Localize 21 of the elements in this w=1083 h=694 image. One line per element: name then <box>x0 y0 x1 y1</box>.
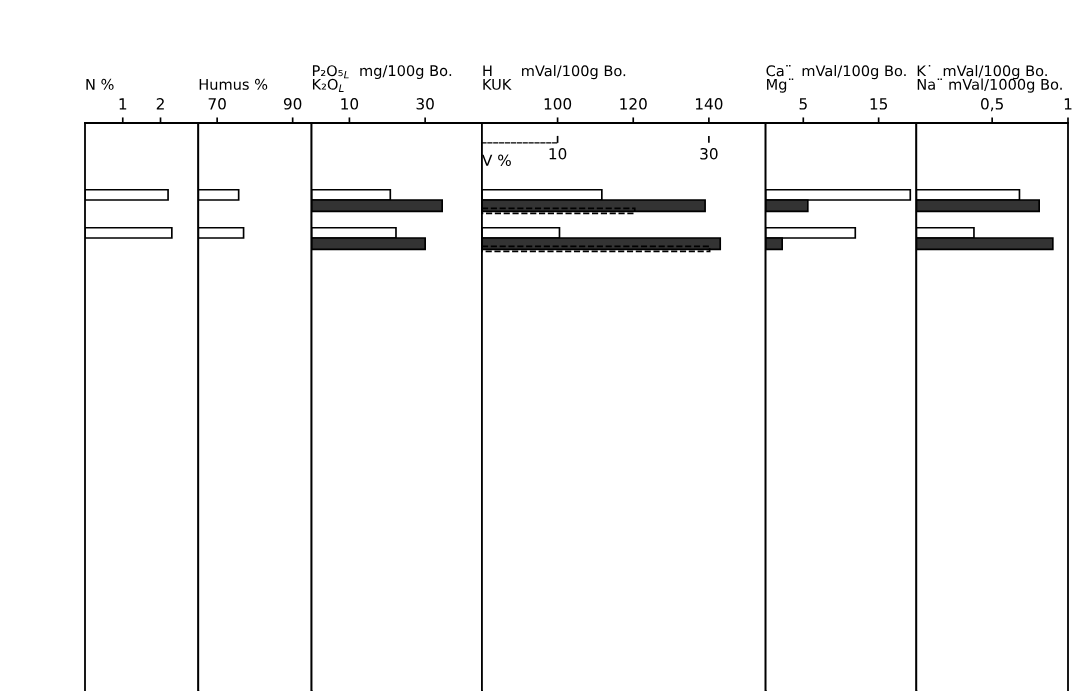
chart-title: Ca¨ mVal/100g Bo. Mg¨ <box>766 65 906 93</box>
x-tick-label: 5 <box>799 98 807 110</box>
chart-title: H mVal/100g Bo. KUK <box>483 65 626 90</box>
chart-title: N % <box>86 78 114 90</box>
x-tick-label: 140 <box>695 98 723 110</box>
chart-title: K˙ mVal/100g Bo. Na¨ mVal/1000g Bo. <box>917 65 1062 93</box>
x2-tick-label: 10 <box>549 147 567 160</box>
x-tick-label: 100 <box>544 98 572 110</box>
x-tick-label: 15 <box>870 98 888 110</box>
x-tick-label: 70 <box>208 98 226 110</box>
x-tick-label: 1 <box>119 98 127 110</box>
x-tick-label: 30 <box>416 98 434 110</box>
x-tick-label: 90 <box>283 98 302 110</box>
x-tick-label: 0,5 <box>981 98 1003 112</box>
chart-title: P₂O₅$_{L}$ mg/100g Bo. K₂O$_{L}$ <box>312 65 452 92</box>
x-tick-label: 10 <box>341 98 359 110</box>
x-tick-label: 120 <box>620 98 647 110</box>
x-tick-label: 1 <box>1064 98 1072 110</box>
chart-title: Humus % <box>199 78 268 90</box>
x-tick-label: 2 <box>156 98 164 110</box>
x2-tick-label: 30 <box>700 147 718 160</box>
